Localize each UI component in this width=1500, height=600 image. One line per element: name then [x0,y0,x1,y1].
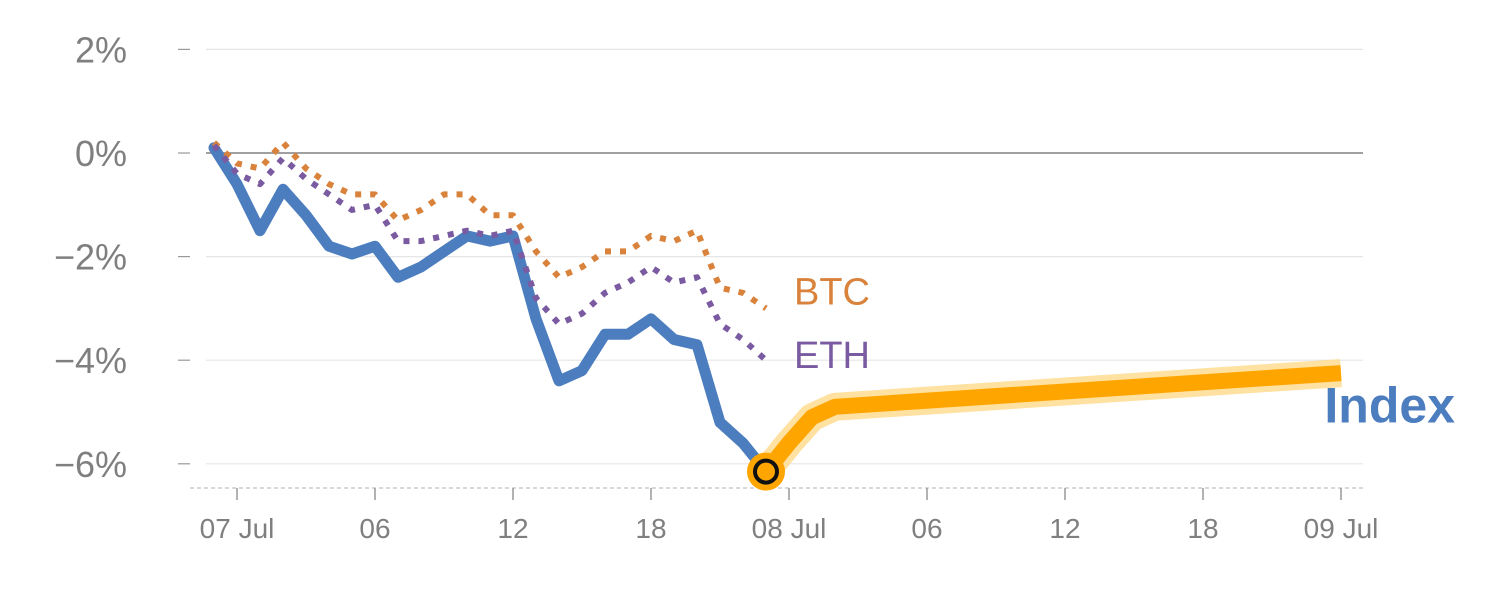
x-axis: 07 Jul 06 12 18 08 Jul 06 12 18 09 Jul [190,487,1379,544]
marker [747,452,785,491]
y-tick-label: −4% [54,340,127,381]
eth-series [211,143,769,363]
y-tick-label: −6% [54,444,127,485]
series-labels: BTC ETH Index [794,271,1455,433]
btc-label: BTC [794,271,870,313]
x-tick-label: 18 [1187,513,1218,544]
y-axis: 2% 0% −2% −4% −6% [54,29,127,484]
y-tick-label: 0% [75,133,127,174]
y-tick-label: −2% [54,237,127,278]
x-tick-label: 06 [359,513,390,544]
x-tick-label: 06 [911,513,942,544]
index-projection-series [759,365,1342,477]
index-series [208,142,772,478]
x-tick-label: 18 [635,513,666,544]
x-tick-label: 12 [1049,513,1080,544]
btc-series [211,139,768,311]
marker-point [753,458,779,485]
eth-label: ETH [794,335,870,377]
index-label: Index [1324,377,1455,433]
y-tick-label: 2% [75,29,127,70]
series [208,139,1342,481]
x-tick-label: 08 Jul [752,513,827,544]
x-tick-label: 07 Jul [200,513,275,544]
x-tick-label: 12 [497,513,528,544]
x-tick-label: 09 Jul [1304,513,1379,544]
